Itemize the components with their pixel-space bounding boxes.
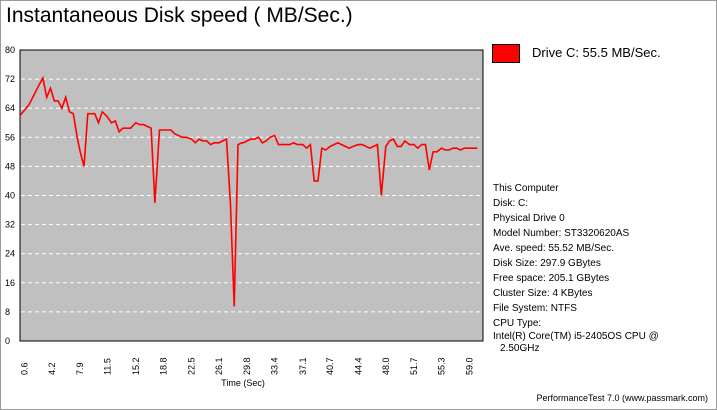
disk-info-panel: This Computer Disk: C: Physical Drive 0 … [493,181,659,355]
x-tick-label: 44.4 [353,357,363,375]
info-cluster-size: Cluster Size: 4 KBytes [493,288,593,299]
y-tick-label: 40 [5,191,15,201]
x-tick-label: 7.9 [75,362,85,375]
x-axis-ticks: 0.6 4.2 7.9 11.5 15.2 18.8 22.5 26.1 29.8 33.4 37.… [20,357,475,375]
x-axis-label: Time (Sec) [221,378,265,388]
legend-label: Drive C: 55.5 MB/Sec. [532,45,661,60]
info-ave-speed: Ave. speed: 55.52 MB/Sec. [493,243,615,254]
y-axis-ticks: 0 8 16 24 32 40 48 56 64 72 80 [5,45,15,346]
info-free-space: Free space: 205.1 GBytes [493,273,610,284]
x-tick-label: 59.0 [465,357,475,375]
x-tick-label: 4.2 [47,362,57,375]
x-tick-label: 15.2 [131,357,141,375]
x-tick-label: 48.0 [381,357,391,375]
x-tick-label: 29.8 [242,357,252,375]
x-tick-label: 18.8 [158,357,168,375]
info-cpu-line2: 2.50GHz [500,343,540,354]
info-model-number: Model Number: ST3320620AS [493,228,630,239]
info-file-system: File System: NTFS [493,303,577,314]
x-tick-label: 33.4 [270,357,280,375]
y-tick-label: 8 [5,307,10,317]
y-tick-label: 72 [5,74,15,84]
x-tick-label: 26.1 [214,357,224,375]
info-cpu-line1: Intel(R) Core(TM) i5-2405OS CPU @ [493,331,659,342]
x-tick-label: 51.7 [409,357,419,375]
series-line-drive-c [19,75,478,307]
y-tick-label: 32 [5,220,15,230]
legend-swatch [492,44,520,63]
chart-title: Instantaneous Disk speed ( MB/Sec.) [6,4,353,27]
x-tick-label: 22.5 [186,357,196,375]
x-tick-label: 40.7 [325,357,335,375]
plot-area [19,49,484,342]
info-disk-size: Disk Size: 297.9 GBytes [493,258,601,269]
y-tick-label: 80 [5,45,15,55]
y-tick-label: 0 [5,336,10,346]
info-disk: Disk: C: [493,198,528,209]
x-tick-label: 11.5 [103,358,113,375]
y-tick-label: 48 [5,161,15,171]
x-tick-label: 0.6 [20,362,30,375]
info-physical-drive: Physical Drive 0 [493,213,565,224]
x-tick-label: 37.1 [298,357,308,375]
y-tick-label: 64 [5,103,15,113]
y-tick-label: 16 [5,278,15,288]
info-cpu-type-label: CPU Type: [493,318,542,329]
x-tick-label: 55.3 [436,357,446,375]
info-computer: This Computer [493,183,559,194]
y-tick-label: 24 [5,249,15,259]
footer-credit: PerformanceTest 7.0 (www.passmark.com) [536,393,708,403]
y-tick-label: 56 [5,132,15,142]
